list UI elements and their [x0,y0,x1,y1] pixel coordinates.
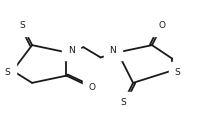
Text: O: O [89,83,96,92]
Text: S: S [120,98,126,107]
Text: S: S [174,68,180,77]
Text: N: N [109,46,116,55]
Text: O: O [158,21,165,30]
Text: S: S [19,21,25,30]
Text: N: N [68,46,75,55]
Text: S: S [4,68,10,77]
